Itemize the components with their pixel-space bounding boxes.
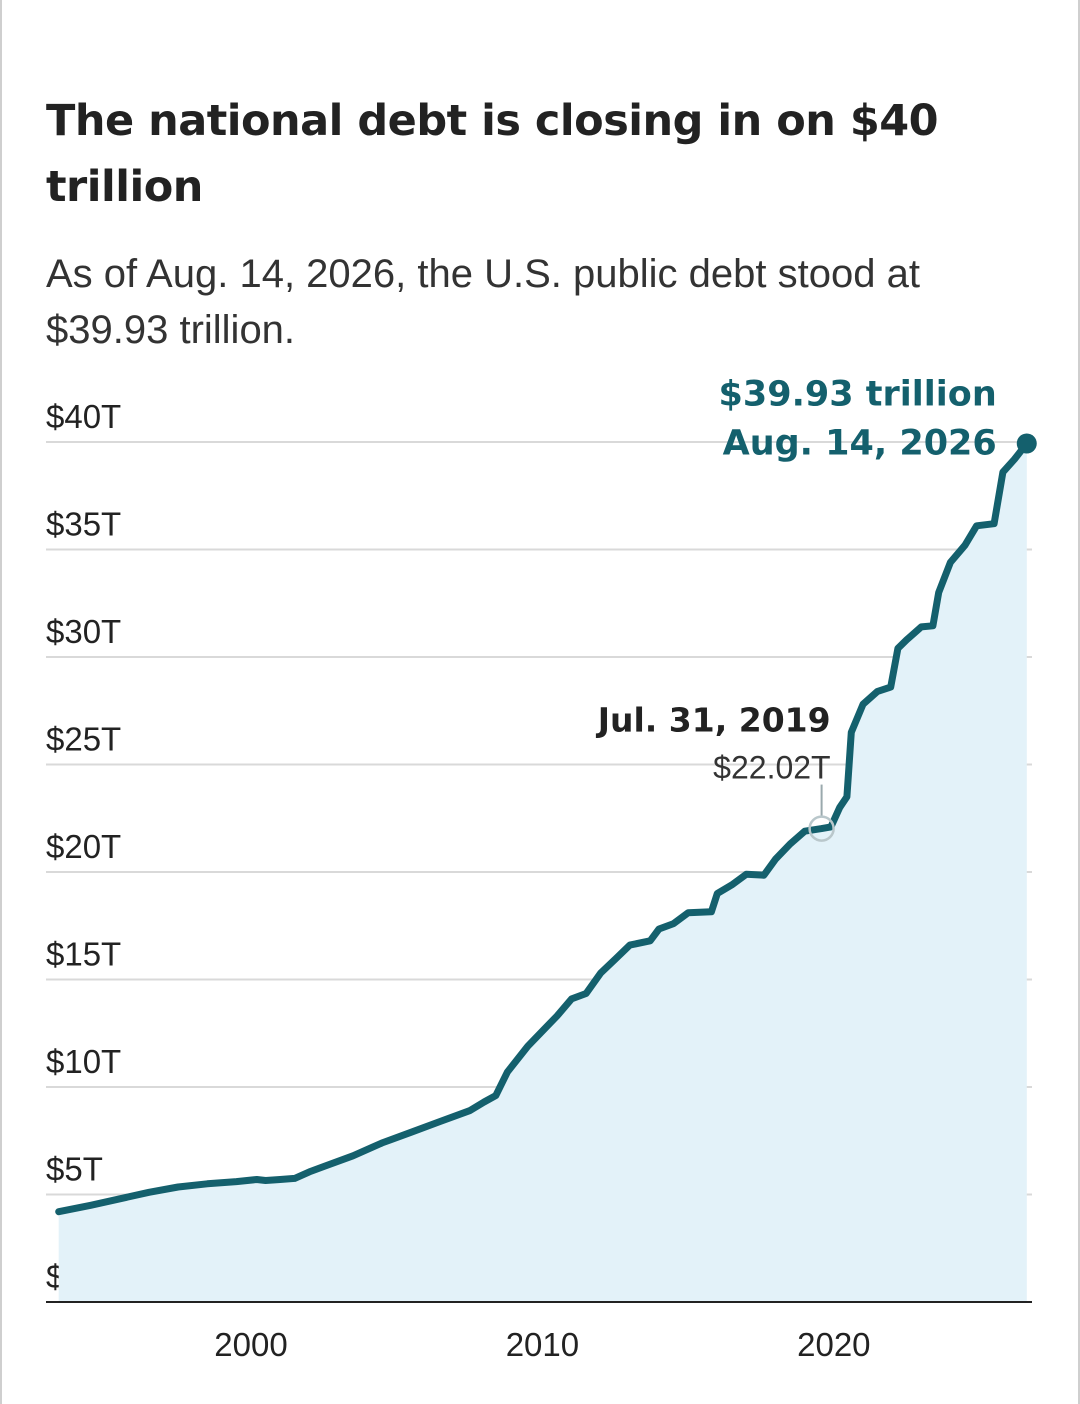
- y-tick-label: $40T: [46, 398, 121, 435]
- y-tick-label: $15T: [46, 936, 121, 973]
- chart-subtitle: As of Aug. 14, 2026, the U.S. public deb…: [46, 252, 920, 352]
- highlight-point-marker: [808, 815, 835, 842]
- debt-line: [55, 440, 1031, 1216]
- latest-point-marker: [1016, 433, 1037, 454]
- y-tick-label: $25T: [46, 721, 121, 758]
- x-tick-label: 2020: [797, 1326, 870, 1363]
- chart-title: The national debt is closing in on $40 t…: [46, 96, 939, 212]
- y-tick-label: $5T: [46, 1151, 103, 1188]
- debt-area: [58, 443, 1027, 1302]
- y-tick-label: $35T: [46, 506, 121, 543]
- y-tick-label: $20T: [46, 828, 121, 865]
- x-tick-label: 2010: [506, 1326, 579, 1363]
- y-tick-label: $30T: [46, 613, 121, 650]
- latest-date-label: Aug. 14, 2026: [723, 424, 997, 464]
- highlight-value-label: $22.02T: [713, 750, 830, 786]
- latest-value-label: $39.93 trillion: [719, 375, 997, 415]
- x-tick-label: 2000: [214, 1326, 287, 1363]
- highlight-date-label: Jul. 31, 2019: [596, 701, 831, 740]
- y-tick-label: $10T: [46, 1043, 121, 1080]
